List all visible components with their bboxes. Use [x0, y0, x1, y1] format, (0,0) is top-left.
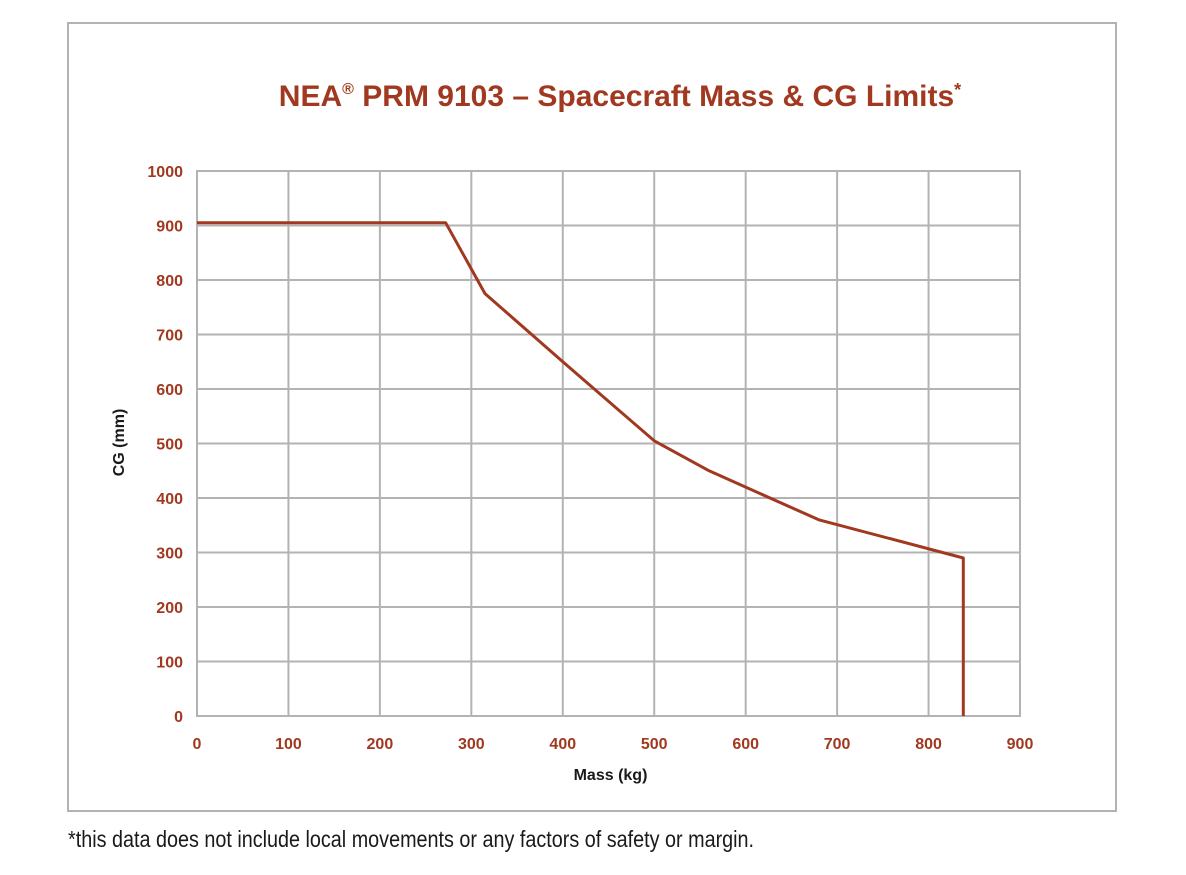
y-tick-label: 800 [156, 273, 183, 290]
x-tick-label: 800 [915, 736, 942, 753]
y-tick-label: 300 [156, 546, 183, 563]
x-tick-label: 200 [367, 736, 394, 753]
footnote: *this data does not include local moveme… [68, 826, 755, 852]
y-tick-label: 700 [156, 328, 183, 345]
title-asterisk: * [954, 80, 962, 100]
title-rest: PRM 9103 – Spacecraft Mass & CG Limits [353, 80, 955, 113]
chart-frame [67, 22, 1117, 812]
x-tick-label: 700 [824, 736, 851, 753]
y-tick-label: 200 [156, 600, 183, 617]
x-tick-label: 900 [1007, 736, 1034, 753]
mass-cg-limit-line [197, 221, 965, 716]
y-tick-label: 600 [156, 382, 183, 399]
x-tick-label: 0 [193, 736, 202, 753]
x-tick-label: 400 [549, 736, 576, 753]
title-main: NEA [278, 80, 343, 113]
y-tick-label: 0 [174, 709, 183, 726]
x-tick-label: 600 [732, 736, 759, 753]
y-tick-label: 400 [156, 491, 183, 508]
x-axis-label: Mass (kg) [574, 767, 648, 784]
y-tick-label: 100 [156, 655, 183, 672]
x-tick-label: 100 [275, 736, 302, 753]
y-tick-label: 500 [156, 437, 183, 454]
chart-title: NEA® PRM 9103 – Spacecraft Mass & CG Lim… [0, 80, 1186, 114]
title-registered-mark: ® [342, 81, 354, 98]
y-axis-label: CG (mm) [111, 409, 128, 477]
x-tick-label: 500 [641, 736, 668, 753]
y-tick-label: 1000 [147, 164, 183, 181]
x-tick-label: 300 [458, 736, 485, 753]
y-tick-label: 900 [156, 219, 183, 236]
